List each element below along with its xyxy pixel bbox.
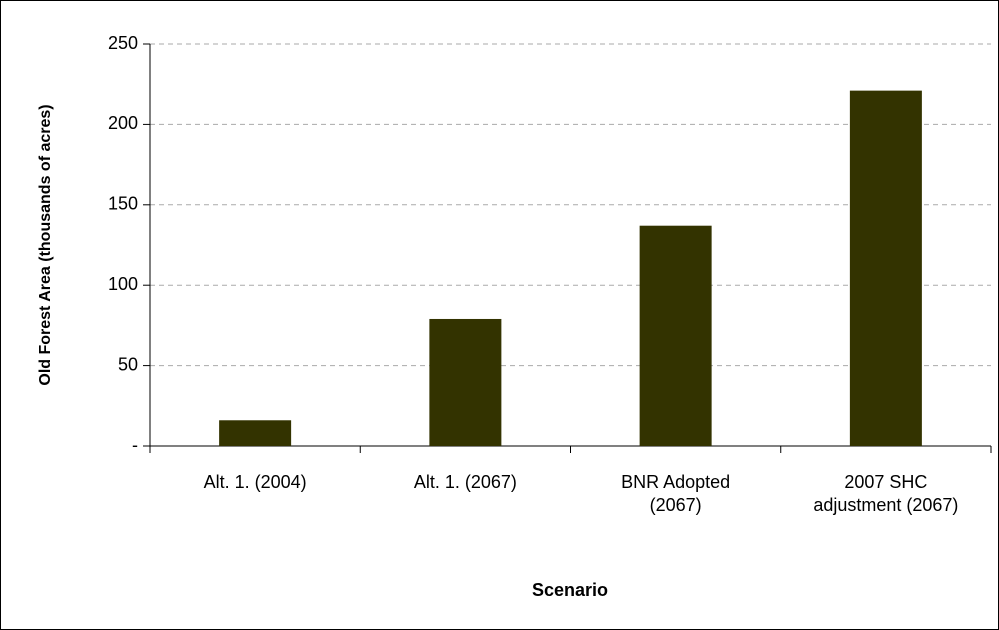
y-tick-label: - [132,435,138,455]
bar [849,90,922,446]
y-tick-label: 250 [108,33,138,53]
x-axis-label: Scenario [532,580,608,600]
bar [639,225,712,446]
x-tick-label: 2007 SHC adjustment (2067) [813,472,959,515]
x-tick-label: Alt. 1. (2067) [413,472,517,492]
x-tick-label: BNR Adopted (2067) [621,472,731,515]
y-tick-label: 150 [108,194,138,214]
x-tick-label: Alt. 1. (2004) [203,472,307,492]
y-tick-label: 100 [108,274,138,294]
y-tick-label: 200 [108,113,138,133]
y-axis-label: Old Forest Area (thousands of acres) [37,104,54,385]
bar [429,318,502,446]
bar [219,420,292,446]
y-tick-label: 50 [118,354,138,374]
